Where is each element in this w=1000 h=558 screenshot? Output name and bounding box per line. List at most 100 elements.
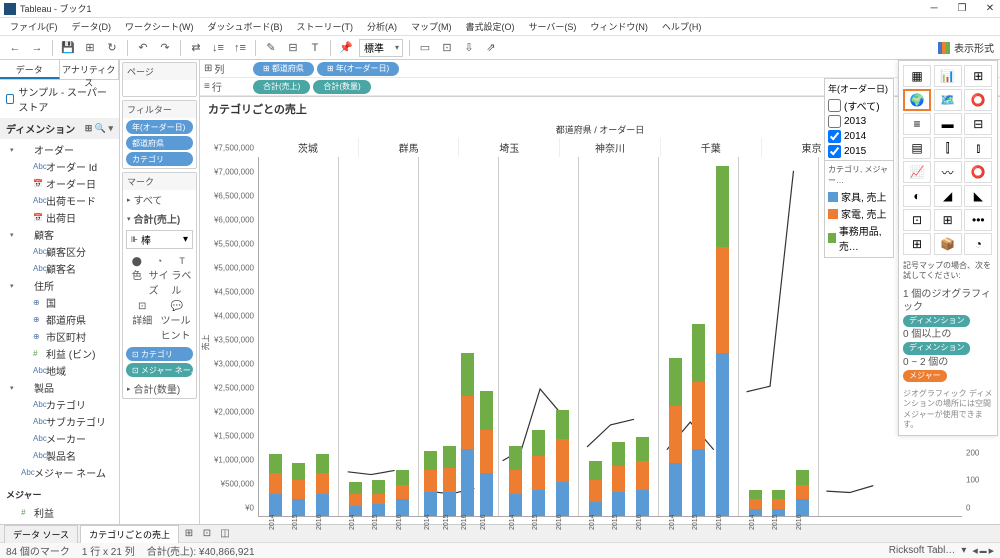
new-sheet-button[interactable]: ⊞ — [181, 527, 197, 541]
sort-desc-button[interactable]: ↑≡ — [231, 39, 249, 57]
menu-マップ[interactable]: マップ(M) — [405, 18, 458, 35]
filter-pill[interactable]: 年(オーダー日) — [126, 120, 193, 134]
present-button[interactable]: ▭ — [416, 39, 434, 57]
menu-ストーリー[interactable]: ストーリー(T) — [291, 18, 360, 35]
col-pill[interactable]: ⊞ 都道府県 — [253, 62, 314, 76]
showme-cell-0[interactable]: ▦ — [903, 65, 931, 87]
new-dashboard-button[interactable]: ⊡ — [199, 527, 215, 541]
field-利益[interactable]: #利益 — [0, 504, 119, 521]
refresh-button[interactable]: ↻ — [103, 39, 121, 57]
showme-cell-20[interactable]: ••• — [964, 209, 992, 231]
bar[interactable] — [692, 324, 705, 516]
marks-all[interactable]: ▸すべて — [123, 190, 196, 209]
menu-分析[interactable]: 分析(A) — [361, 18, 403, 35]
year-opt[interactable]: 2013 — [828, 114, 890, 129]
bar[interactable] — [796, 470, 809, 516]
showme-cell-13[interactable]: 〰 — [934, 161, 962, 183]
bar[interactable] — [424, 451, 437, 516]
showme-cell-3[interactable]: 🌍 — [903, 89, 931, 111]
pin-button[interactable]: 📌 — [337, 39, 355, 57]
showme-cell-1[interactable]: 📊 — [934, 65, 962, 87]
bar[interactable] — [532, 430, 545, 516]
field-都道府県[interactable]: ⊕都道府県 — [0, 311, 119, 328]
field-顧客[interactable]: ▾顧客 — [0, 226, 119, 243]
showme-toggle[interactable]: 表示形式 — [938, 40, 994, 55]
maximize-button[interactable]: ❐ — [956, 3, 968, 15]
legend-item[interactable]: 家電, 売上 — [828, 205, 890, 222]
menu-ヘルプ[interactable]: ヘルプ(H) — [656, 18, 708, 35]
bar[interactable] — [556, 410, 569, 516]
bar[interactable] — [372, 480, 385, 516]
field-オーダー Id[interactable]: Abcオーダー Id — [0, 158, 119, 175]
col-header[interactable]: 茨城 — [258, 138, 359, 157]
bar[interactable] — [636, 437, 649, 516]
bar[interactable] — [509, 446, 522, 516]
mark-pill[interactable]: ⊡ カテゴリ — [126, 347, 193, 361]
showme-cell-14[interactable]: ⭕ — [964, 161, 992, 183]
showme-cell-2[interactable]: ⊞ — [964, 65, 992, 87]
field-顧客区分[interactable]: Abc顧客区分 — [0, 243, 119, 260]
close-button[interactable]: ✕ — [984, 3, 996, 15]
bar[interactable] — [772, 490, 785, 516]
bar[interactable] — [749, 490, 762, 516]
field-製品名[interactable]: Abc製品名 — [0, 447, 119, 464]
menu-ウィンドウ[interactable]: ウィンドウ(N) — [584, 18, 654, 35]
menu-ファイル[interactable]: ファイル(F) — [4, 18, 64, 35]
bar[interactable] — [396, 470, 409, 516]
showme-cell-19[interactable]: ⊞ — [934, 209, 962, 231]
field-製品[interactable]: ▾製品 — [0, 379, 119, 396]
field-出荷モード[interactable]: Abc出荷モード — [0, 192, 119, 209]
marks-sum-sales[interactable]: ▾合計(売上) — [123, 209, 196, 228]
field-メーカー[interactable]: Abcメーカー — [0, 430, 119, 447]
filter-pill[interactable]: 都道府県 — [126, 136, 193, 150]
bar[interactable] — [669, 358, 682, 516]
tab-analytics[interactable]: アナリティクス — [60, 60, 120, 79]
field-メジャー ネーム[interactable]: Abcメジャー ネーム — [0, 464, 119, 481]
col-header[interactable]: 千葉 — [661, 138, 762, 157]
col-header[interactable]: 埼玉 — [459, 138, 560, 157]
showme-cell-7[interactable]: ▬ — [934, 113, 962, 135]
field-市区町村[interactable]: ⊕市区町村 — [0, 328, 119, 345]
bar[interactable] — [461, 353, 474, 516]
filter-pill[interactable]: カテゴリ — [126, 152, 193, 166]
new-data-button[interactable]: ⊞ — [81, 39, 99, 57]
minimize-button[interactable]: ─ — [928, 3, 940, 15]
marks-sum-qty[interactable]: ▸合計(数量) — [123, 379, 196, 398]
search-icon[interactable]: ⊞ 🔍 ▾ — [85, 123, 113, 134]
mark-detail[interactable]: ⊡詳細 — [126, 301, 159, 342]
field-オーダー日[interactable]: 📅オーダー日 — [0, 175, 119, 192]
year-opt[interactable]: 2015 — [828, 144, 890, 159]
showme-cell-15[interactable]: ◐ — [903, 185, 931, 207]
col-pill[interactable]: ⊞ 年(オーダー日) — [317, 62, 399, 76]
showme-cell-11[interactable]: ⫾ — [964, 137, 992, 159]
datasource-item[interactable]: サンプル - スーパーストア — [0, 80, 119, 118]
showme-cell-9[interactable]: ▤ — [903, 137, 931, 159]
showme-cell-4[interactable]: 🗺️ — [934, 89, 962, 111]
tab-sheet[interactable]: カテゴリごとの売上 — [80, 525, 179, 543]
year-all[interactable] — [828, 99, 841, 112]
col-header[interactable]: 群馬 — [359, 138, 460, 157]
save-button[interactable]: 💾 — [59, 39, 77, 57]
columns-shelf[interactable]: ⊞列 ⊞ 都道府県⊞ 年(オーダー日) — [200, 60, 1000, 78]
bar[interactable] — [589, 461, 602, 516]
swap-button[interactable]: ⇄ — [187, 39, 205, 57]
group-button[interactable]: ⊟ — [284, 39, 302, 57]
showme-cell-23[interactable]: ◔ — [964, 233, 992, 255]
mark-tooltip[interactable]: 💬ツールヒント — [161, 301, 194, 342]
field-出荷日[interactable]: 📅出荷日 — [0, 209, 119, 226]
bar[interactable] — [716, 166, 729, 516]
showme-cell-18[interactable]: ⊡ — [903, 209, 931, 231]
mark-size[interactable]: ◔サイズ — [149, 253, 171, 299]
bar[interactable] — [316, 454, 329, 516]
field-住所[interactable]: ▾住所 — [0, 277, 119, 294]
showme-cell-6[interactable]: ≡ — [903, 113, 931, 135]
year-opt[interactable]: 2014 — [828, 129, 890, 144]
forward-button[interactable]: → — [28, 39, 46, 57]
mark-label[interactable]: Tラベル — [171, 253, 193, 299]
field-顧客名[interactable]: Abc顧客名 — [0, 260, 119, 277]
undo-button[interactable]: ↶ — [134, 39, 152, 57]
mark-pill[interactable]: ⊡ メジャー ネーム — [126, 363, 193, 377]
menu-ワークシート[interactable]: ワークシート(W) — [119, 18, 200, 35]
legend-item[interactable]: 家具, 売上 — [828, 188, 890, 205]
sort-asc-button[interactable]: ↓≡ — [209, 39, 227, 57]
